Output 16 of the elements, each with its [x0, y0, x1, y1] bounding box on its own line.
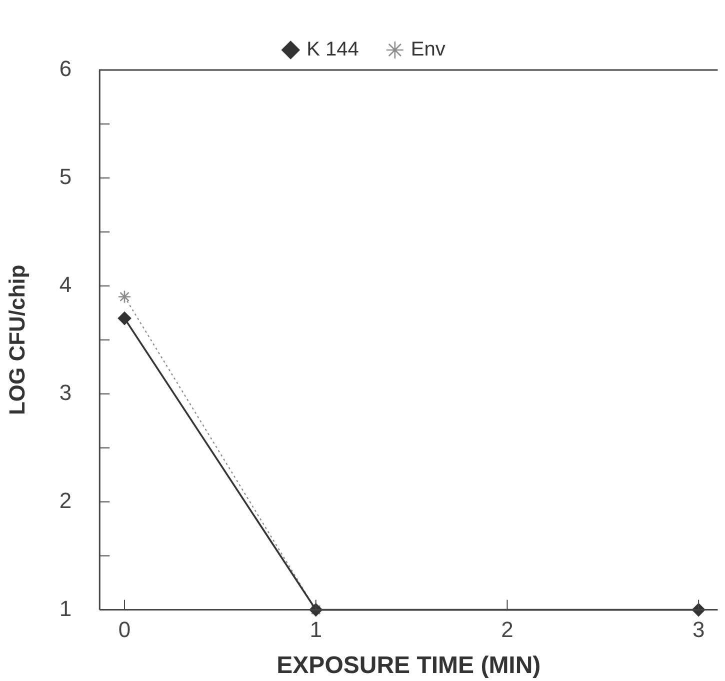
y-tick-label: 2	[59, 488, 72, 513]
x-tick-label: 1	[310, 617, 322, 642]
y-tick-label: 5	[59, 164, 72, 190]
legend-label: Env	[410, 38, 446, 61]
point	[118, 290, 132, 304]
y-tick-label: 6	[59, 56, 72, 82]
x-tick-label: 3	[692, 617, 705, 642]
y-tick-label: 1	[59, 596, 72, 621]
y-tick-label: 4	[59, 272, 72, 297]
x-tick-label: 0	[118, 617, 131, 642]
y-tick-label: 3	[59, 380, 72, 405]
x-axis-title: EXPOSURE TIME (MIN)	[276, 652, 541, 680]
x-tick-label: 2	[501, 617, 514, 642]
point	[118, 312, 132, 325]
legend-label: K 144	[306, 38, 359, 61]
y-axis-title: LOG CFU/chip	[4, 264, 30, 416]
